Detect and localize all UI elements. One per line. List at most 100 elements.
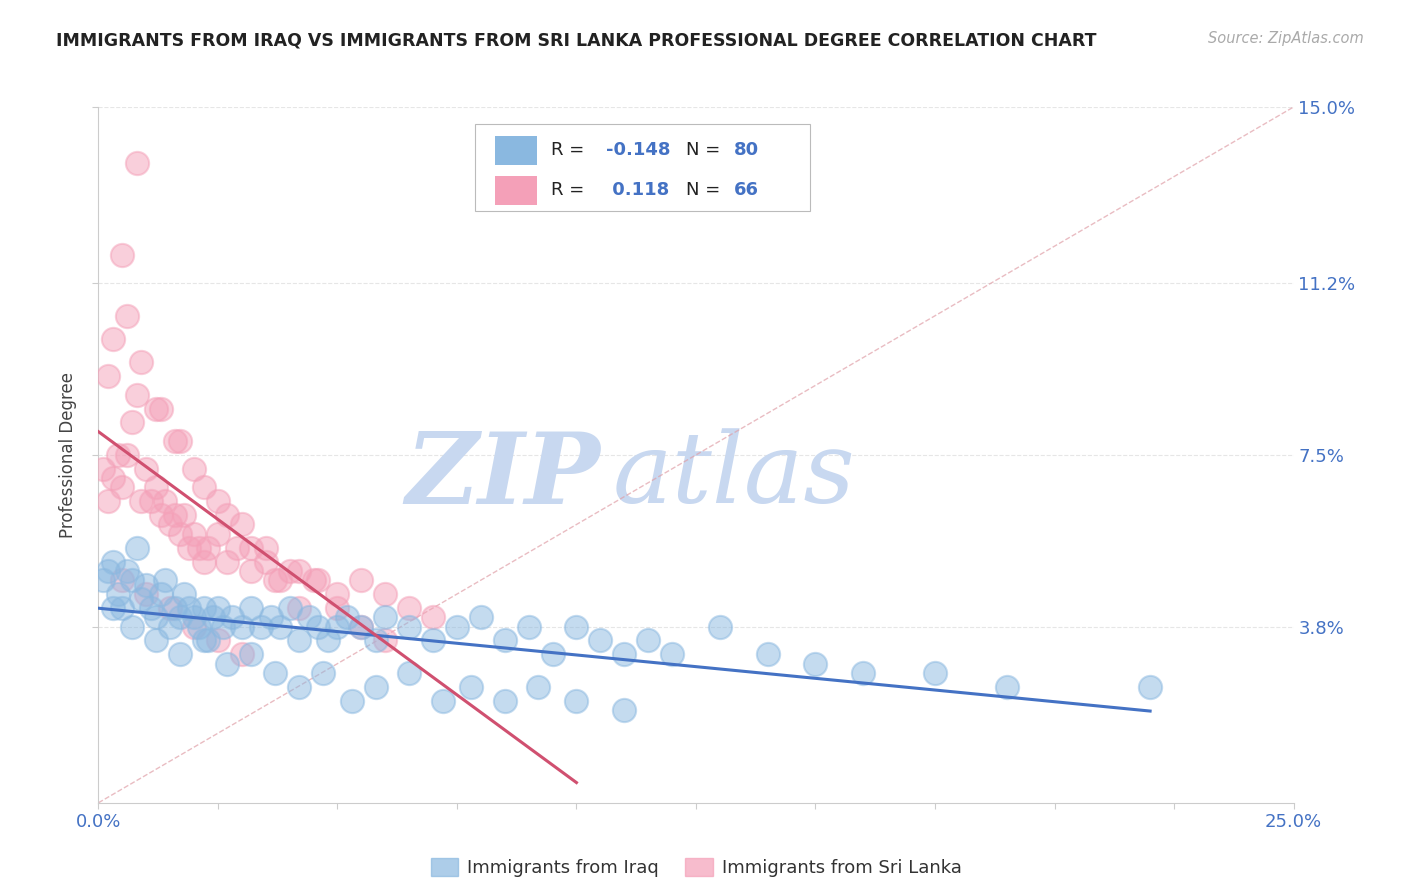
Point <box>565 619 588 633</box>
Point <box>374 610 396 624</box>
Point <box>264 573 287 587</box>
Point <box>107 448 129 462</box>
Point <box>231 517 253 532</box>
Point <box>131 494 153 508</box>
Legend: Immigrants from Iraq, Immigrants from Sri Lanka: Immigrants from Iraq, Immigrants from Sr… <box>423 850 969 884</box>
Point <box>326 587 349 601</box>
Point <box>145 401 167 416</box>
Point <box>135 578 157 592</box>
Point <box>307 619 329 633</box>
Point <box>115 448 138 462</box>
Point <box>398 601 420 615</box>
Point <box>91 573 114 587</box>
Point <box>197 633 219 648</box>
Text: R =: R = <box>551 181 591 199</box>
Text: IMMIGRANTS FROM IRAQ VS IMMIGRANTS FROM SRI LANKA PROFESSIONAL DEGREE CORRELATIO: IMMIGRANTS FROM IRAQ VS IMMIGRANTS FROM … <box>56 31 1097 49</box>
Point <box>470 610 492 624</box>
Point <box>460 680 482 694</box>
Point <box>364 633 387 648</box>
Point <box>169 526 191 541</box>
Point <box>121 619 143 633</box>
Point <box>183 462 205 476</box>
Point <box>756 648 779 662</box>
Point <box>240 541 263 555</box>
Point <box>398 619 420 633</box>
Point <box>240 601 263 615</box>
Point <box>193 633 215 648</box>
Point <box>159 517 181 532</box>
Point <box>149 587 172 601</box>
Text: ZIP: ZIP <box>405 427 600 524</box>
Point <box>193 480 215 494</box>
Point <box>541 648 564 662</box>
Text: 66: 66 <box>734 181 759 199</box>
Point <box>207 526 229 541</box>
Point <box>111 480 134 494</box>
Point <box>207 601 229 615</box>
Point <box>432 694 454 708</box>
Point <box>288 633 311 648</box>
Point <box>135 587 157 601</box>
Point <box>207 494 229 508</box>
Point <box>240 648 263 662</box>
Point <box>494 694 516 708</box>
Point <box>187 619 209 633</box>
Point <box>613 703 636 717</box>
Point <box>97 494 120 508</box>
Point <box>125 387 148 401</box>
Point <box>852 665 875 680</box>
Point <box>145 480 167 494</box>
Point <box>254 541 277 555</box>
Point <box>211 619 233 633</box>
Text: 0.118: 0.118 <box>606 181 669 199</box>
Point <box>527 680 550 694</box>
Point <box>350 573 373 587</box>
Point <box>169 434 191 448</box>
Point <box>259 610 281 624</box>
Text: atlas: atlas <box>613 428 855 524</box>
Point <box>422 633 444 648</box>
Text: R =: R = <box>551 141 591 160</box>
Text: N =: N = <box>686 181 727 199</box>
Point <box>135 462 157 476</box>
Point <box>302 573 325 587</box>
Point <box>217 508 239 523</box>
Point <box>336 610 359 624</box>
Point <box>187 541 209 555</box>
Point <box>661 648 683 662</box>
Point <box>202 610 225 624</box>
Point <box>422 610 444 624</box>
Text: Source: ZipAtlas.com: Source: ZipAtlas.com <box>1208 31 1364 46</box>
Point <box>101 601 124 615</box>
Point <box>278 601 301 615</box>
Point <box>163 601 186 615</box>
Point <box>121 573 143 587</box>
Y-axis label: Professional Degree: Professional Degree <box>59 372 77 538</box>
Point <box>288 564 311 578</box>
Point <box>350 619 373 633</box>
Text: 80: 80 <box>734 141 759 160</box>
Point <box>446 619 468 633</box>
Point <box>364 680 387 694</box>
Point <box>226 541 249 555</box>
Point <box>254 555 277 569</box>
Point <box>111 248 134 262</box>
Point <box>326 601 349 615</box>
Point <box>207 633 229 648</box>
Point <box>173 587 195 601</box>
Point <box>139 601 162 615</box>
Bar <box>495 176 537 205</box>
Point <box>193 555 215 569</box>
Point <box>269 619 291 633</box>
Point <box>250 619 273 633</box>
Bar <box>495 136 537 165</box>
Point <box>340 694 363 708</box>
Point <box>125 541 148 555</box>
Point <box>91 462 114 476</box>
Text: -0.148: -0.148 <box>606 141 671 160</box>
Point <box>565 694 588 708</box>
Point <box>326 619 349 633</box>
Point <box>240 564 263 578</box>
Point <box>637 633 659 648</box>
Point <box>183 610 205 624</box>
